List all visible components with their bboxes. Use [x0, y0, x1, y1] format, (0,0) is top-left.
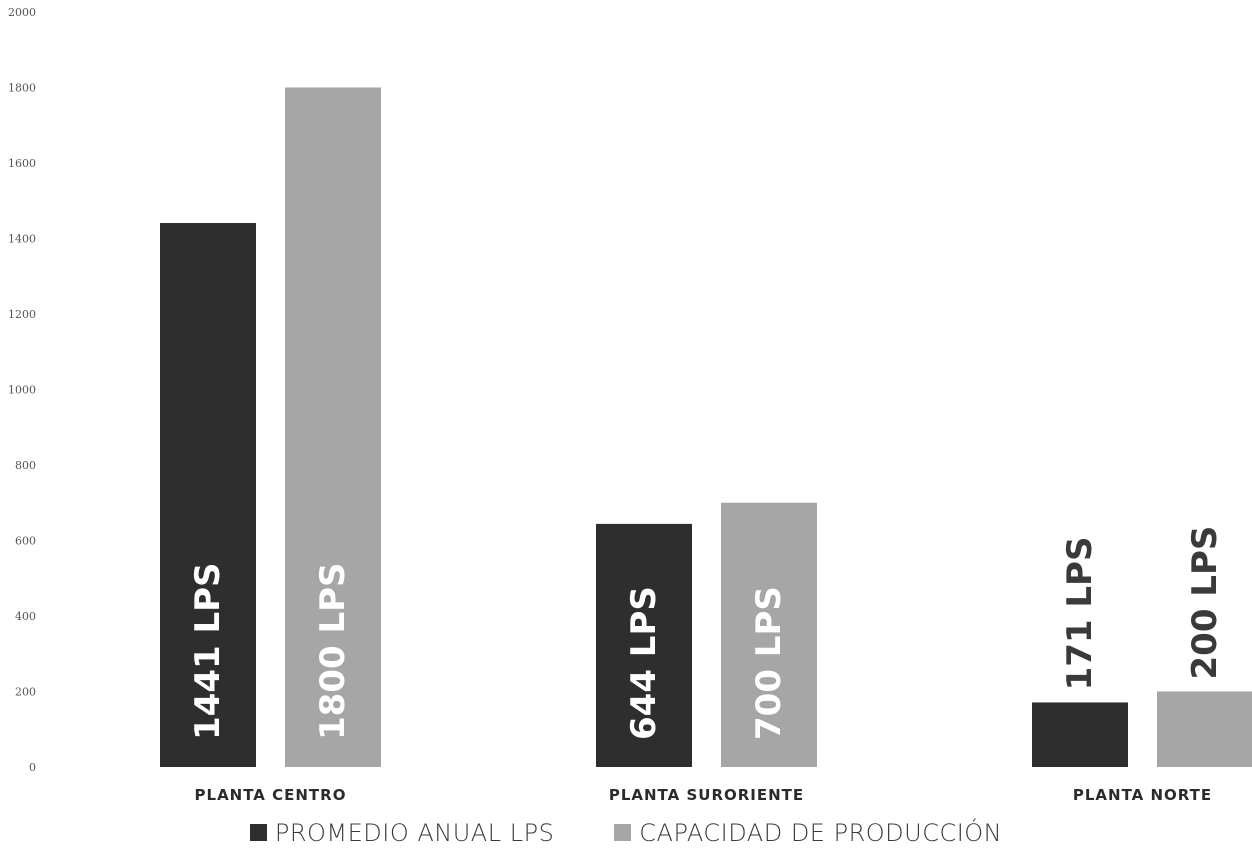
y-tick-label: 400 — [15, 610, 36, 623]
legend-item-capacidad: CAPACIDAD DE PRODUCCIÓN — [614, 819, 1002, 847]
bar-capacidad — [285, 87, 381, 767]
data-label: 171 LPS — [1060, 537, 1100, 691]
data-label: 700 LPS — [749, 586, 789, 740]
legend-swatch-dark — [249, 824, 267, 841]
y-tick-label: 1600 — [8, 157, 36, 170]
y-tick-label: 600 — [15, 535, 36, 548]
legend-item-promedio: PROMEDIO ANUAL LPS — [249, 818, 555, 847]
x-axis: PLANTA CENTRO PLANTA SURORIENTE PLANTA NOR… — [195, 786, 1212, 804]
bars — [160, 87, 1252, 767]
y-tick-label: 1800 — [8, 82, 36, 95]
data-label: 200 LPS — [1185, 526, 1225, 680]
y-tick-label: 1400 — [8, 233, 36, 246]
bar-promedio — [596, 523, 692, 767]
data-label: 644 LPS — [624, 586, 664, 740]
y-tick-label: 0 — [29, 761, 36, 774]
category-label: PLANTA SURORIENTE — [609, 786, 804, 804]
y-tick-label: 800 — [15, 459, 36, 472]
legend-label-promedio: PROMEDIO ANUAL LPS — [274, 818, 555, 847]
y-tick-label: 200 — [15, 686, 36, 699]
y-axis: 0 200 400 600 800 1000 1200 1400 1600 1800 2000 — [8, 6, 36, 774]
legend-swatch-light — [614, 824, 632, 841]
bar-chart: 0 200 400 600 800 1000 1200 1400 1600 1800 2000 14… — [8, 6, 1252, 804]
bar-promedio — [1032, 702, 1128, 767]
data-label: 1441 LPS — [188, 562, 228, 740]
category-label: PLANTA NORTE — [1073, 786, 1212, 804]
data-label: 1800 LPS — [313, 562, 353, 740]
legend: PROMEDIO ANUAL LPS CAPACIDAD DE PRODUCCI… — [0, 814, 1252, 851]
bar-capacidad — [721, 502, 817, 767]
data-labels: 1441 LPS 1800 LPS 644 LPS 700 LPS 171 LPS 200… — [188, 526, 1225, 740]
legend-label-capacidad: CAPACIDAD DE PRODUCCIÓN — [639, 818, 1003, 847]
y-tick-label: 2000 — [8, 6, 36, 19]
bar-promedio — [160, 223, 256, 767]
bar-capacidad — [1157, 691, 1252, 767]
y-tick-label: 1200 — [8, 308, 36, 321]
y-tick-label: 1000 — [8, 384, 36, 397]
category-label: PLANTA CENTRO — [195, 786, 347, 804]
